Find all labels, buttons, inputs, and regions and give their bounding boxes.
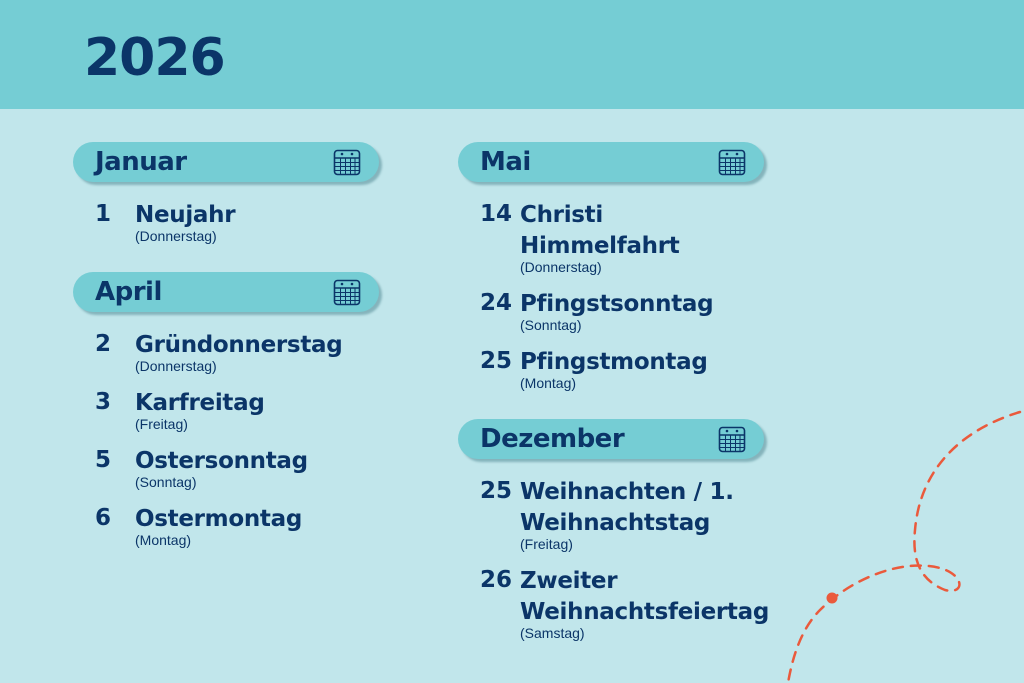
month-header-januar: Januar bbox=[73, 142, 379, 182]
holiday-name: Ostersonntag bbox=[135, 448, 308, 474]
holiday-day: 2 bbox=[95, 331, 112, 357]
holiday-item: 6 Ostermontag (Montag) bbox=[73, 504, 383, 548]
holiday-day: 26 bbox=[480, 567, 513, 593]
holiday-day: 25 bbox=[480, 478, 513, 504]
holiday-name: Ostermontag bbox=[135, 506, 302, 532]
month-header-mai: Mai bbox=[458, 142, 764, 182]
holiday-day: 14 bbox=[480, 201, 513, 227]
holiday-name: Zweiter Weihnachtsfeiertag bbox=[520, 568, 770, 625]
holiday-item: 25 Pfingstmontag (Montag) bbox=[458, 347, 768, 391]
holiday-day: 5 bbox=[95, 447, 112, 473]
holiday-day: 25 bbox=[480, 348, 513, 374]
right-column: Mai 14 Christi Himmelfahrt (Donnerstag) … bbox=[458, 142, 770, 655]
holiday-day: 1 bbox=[95, 201, 112, 227]
holiday-day: 24 bbox=[480, 290, 513, 316]
holiday-weekday: (Donnerstag) bbox=[135, 228, 217, 244]
holiday-item: 2 Gründonnerstag (Donnerstag) bbox=[73, 330, 383, 374]
month-name: Januar bbox=[95, 147, 187, 177]
holiday-name: Neujahr bbox=[135, 202, 236, 228]
holiday-name: Pfingstmontag bbox=[520, 349, 708, 375]
month-name: April bbox=[95, 277, 162, 307]
year-title: 2026 bbox=[84, 28, 226, 88]
holiday-weekday: (Freitag) bbox=[520, 536, 573, 552]
holiday-name: Pfingstsonntag bbox=[520, 291, 714, 317]
holiday-name: Gründonnerstag bbox=[135, 332, 343, 358]
month-header-april: April bbox=[73, 272, 379, 312]
holiday-item: 5 Ostersonntag (Sonntag) bbox=[73, 446, 383, 490]
holiday-name: Christi Himmelfahrt bbox=[520, 202, 680, 259]
holiday-item: 3 Karfreitag (Freitag) bbox=[73, 388, 383, 432]
left-column: Januar 1 Neujahr (Donnerstag) April bbox=[73, 142, 383, 562]
holiday-weekday: (Samstag) bbox=[520, 625, 585, 641]
dot-icon bbox=[826, 592, 838, 604]
holiday-item: 14 Christi Himmelfahrt (Donnerstag) bbox=[458, 200, 768, 275]
holiday-weekday: (Donnerstag) bbox=[520, 259, 602, 275]
holiday-item: 1 Neujahr (Donnerstag) bbox=[73, 200, 383, 244]
holiday-weekday: (Montag) bbox=[135, 532, 192, 548]
calendar-icon bbox=[718, 149, 746, 176]
holiday-name: Karfreitag bbox=[135, 390, 265, 416]
holiday-item: 25 Weihnachten / 1. Weihnachtstag (Freit… bbox=[458, 477, 768, 552]
month-header-dezember: Dezember bbox=[458, 419, 764, 459]
holiday-weekday: (Sonntag) bbox=[135, 474, 197, 490]
calendar-icon bbox=[718, 426, 746, 453]
holiday-weekday: (Donnerstag) bbox=[135, 358, 217, 374]
holiday-name: Weihnachten / 1. Weihnachtstag bbox=[520, 479, 734, 536]
calendar-icon bbox=[333, 149, 361, 176]
holiday-item: 24 Pfingstsonntag (Sonntag) bbox=[458, 289, 768, 333]
holiday-weekday: (Montag) bbox=[520, 375, 577, 391]
holiday-day: 3 bbox=[95, 389, 112, 415]
holiday-day: 6 bbox=[95, 505, 112, 531]
header-banner: 2026 bbox=[0, 0, 1024, 109]
month-name: Dezember bbox=[480, 424, 625, 454]
holiday-item: 26 Zweiter Weihnachtsfeiertag (Samstag) bbox=[458, 566, 770, 641]
calendar-icon bbox=[333, 279, 361, 306]
holiday-weekday: (Freitag) bbox=[135, 416, 188, 432]
holiday-weekday: (Sonntag) bbox=[520, 317, 582, 333]
month-name: Mai bbox=[480, 147, 531, 177]
